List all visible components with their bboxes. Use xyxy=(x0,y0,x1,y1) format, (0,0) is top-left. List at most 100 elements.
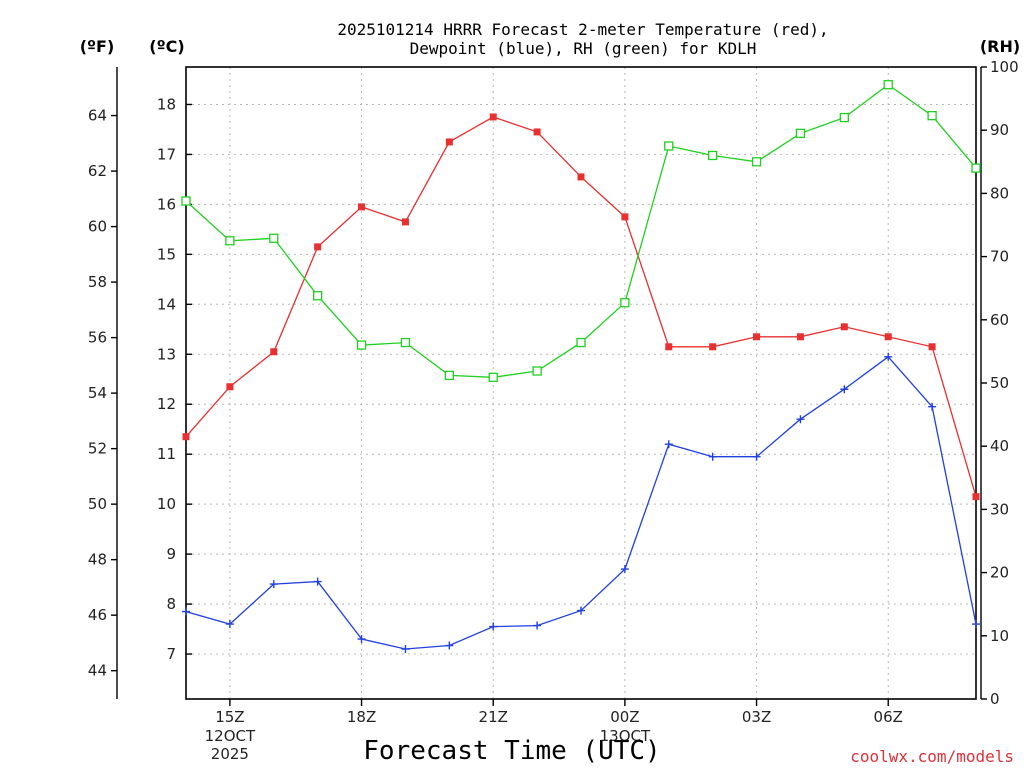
fahrenheit-tick-label: 52 xyxy=(88,440,107,458)
rh-tick-label: 70 xyxy=(990,248,1009,266)
relative-humidity-point xyxy=(664,141,674,151)
dewpoint-line xyxy=(185,355,977,650)
temperature-point xyxy=(577,173,585,181)
relative-humidity-point xyxy=(225,236,235,246)
dewpoint-point xyxy=(401,645,410,654)
rh-tick-label: 30 xyxy=(990,500,1009,518)
temperature-point xyxy=(884,333,892,341)
relative-humidity-point xyxy=(576,337,586,348)
relative-humidity-point xyxy=(971,163,981,173)
dewpoint-point xyxy=(752,452,761,461)
relative-humidity-point xyxy=(444,370,454,381)
x-tick-date-label: 12OCT xyxy=(205,727,256,745)
celsius-tick-label: 14 xyxy=(157,295,176,313)
celsius-unit-label: (ºC) xyxy=(149,37,184,56)
x-tick-date-label: 13OCT xyxy=(600,727,651,745)
dewpoint-point xyxy=(313,577,322,586)
rh-unit-label: (RH) xyxy=(980,37,1020,56)
x-tick-label: 03Z xyxy=(742,708,771,726)
rh-tick-label: 40 xyxy=(990,437,1009,455)
x-tick-label: 15Z xyxy=(215,708,244,726)
temperature-point xyxy=(621,213,629,221)
dewpoint-point xyxy=(972,620,980,629)
temperature-point xyxy=(226,383,234,391)
temperature-point xyxy=(665,343,673,351)
celsius-tick-label: 13 xyxy=(157,345,176,363)
dewpoint-point xyxy=(269,580,278,589)
series xyxy=(181,80,981,654)
rh-tick-label: 80 xyxy=(990,184,1009,202)
chart-title-line-2: Dewpoint (blue), RH (green) for KDLH xyxy=(410,39,757,58)
celsius-tick-label: 16 xyxy=(157,195,176,213)
rh-tick-label: 20 xyxy=(990,564,1009,582)
temperature-point xyxy=(358,203,366,211)
fahrenheit-tick-label: 48 xyxy=(88,551,107,569)
dewpoint-point xyxy=(182,607,190,616)
temperature-point xyxy=(314,243,322,251)
credit-label: coolwx.com/models xyxy=(850,747,1014,766)
relative-humidity-point xyxy=(795,128,806,139)
relative-humidity-point xyxy=(181,196,191,206)
relative-humidity-point xyxy=(400,337,411,348)
relative-humidity-point xyxy=(883,80,893,90)
dewpoint-point xyxy=(445,641,454,650)
dewpoint-point xyxy=(796,415,805,424)
celsius-tick-label: 15 xyxy=(157,245,176,263)
dewpoint-point xyxy=(489,622,498,631)
temperature-point xyxy=(840,323,848,331)
fahrenheit-tick-label: 50 xyxy=(88,495,107,513)
dewpoint-point xyxy=(884,352,893,361)
rh-tick-label: 10 xyxy=(990,627,1009,645)
relative-humidity-line xyxy=(185,83,977,378)
rh-tick-label: 100 xyxy=(990,58,1019,76)
relative-humidity-point xyxy=(620,298,630,308)
dewpoint-point xyxy=(620,565,629,574)
dewpoint-point xyxy=(577,606,585,615)
relative-humidity-point xyxy=(751,157,762,167)
dewpoint-point xyxy=(533,621,542,630)
plot-frame xyxy=(185,66,977,700)
temperature-point xyxy=(182,433,190,441)
temperature-point xyxy=(533,128,541,136)
temperature-point xyxy=(753,333,761,341)
celsius-tick-label: 9 xyxy=(166,545,176,563)
temperature-point xyxy=(270,348,278,356)
celsius-tick-label: 12 xyxy=(157,395,176,413)
relative-humidity-point xyxy=(708,150,718,161)
relative-humidity-point xyxy=(313,291,323,301)
x-tick-label: 21Z xyxy=(479,708,508,726)
celsius-tick-label: 18 xyxy=(157,95,176,113)
rh-tick-label: 50 xyxy=(990,374,1009,392)
temperature-point xyxy=(972,493,980,501)
fahrenheit-tick-label: 64 xyxy=(88,107,107,125)
relative-humidity-point xyxy=(532,366,542,376)
x-tick-label: 06Z xyxy=(874,708,903,726)
x-tick-year-label: 2025 xyxy=(211,745,249,763)
rh-tick-label: 90 xyxy=(990,121,1009,139)
dewpoint-point xyxy=(928,402,937,411)
grid xyxy=(186,67,976,699)
dewpoint-point xyxy=(357,635,366,644)
celsius-tick-label: 7 xyxy=(166,645,176,663)
relative-humidity-point xyxy=(839,112,849,123)
temperature-point xyxy=(796,333,804,341)
x-axis-title: Forecast Time (UTC) xyxy=(363,736,660,766)
relative-humidity-point xyxy=(927,111,937,121)
temperature-point xyxy=(709,343,717,351)
dewpoint-point xyxy=(708,452,717,461)
fahrenheit-tick-label: 60 xyxy=(88,218,107,236)
fahrenheit-tick-label: 58 xyxy=(88,273,107,291)
chart-title-line-1: 2025101214 HRRR Forecast 2-meter Tempera… xyxy=(337,20,828,39)
fahrenheit-tick-label: 54 xyxy=(88,384,107,402)
relative-humidity-point xyxy=(269,233,279,243)
temperature-point xyxy=(928,343,936,351)
dewpoint-point xyxy=(225,620,234,629)
relative-humidity-point xyxy=(356,340,367,350)
celsius-tick-label: 10 xyxy=(157,495,176,513)
fahrenheit-tick-label: 62 xyxy=(88,162,107,180)
temperature-point xyxy=(489,113,497,121)
x-tick-label: 18Z xyxy=(347,708,376,726)
fahrenheit-tick-label: 46 xyxy=(88,606,107,624)
